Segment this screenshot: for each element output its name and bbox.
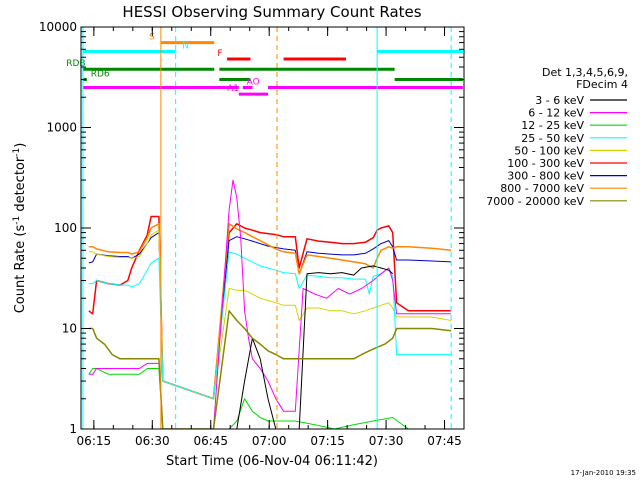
- x-axis: 06:15 06:30 06:45 07:00 07:15 07:30 07:45: [77, 27, 465, 448]
- flag-bars: S N F RDB RD6 AO A1: [66, 33, 463, 96]
- y-axis-label-sup2: -1: [12, 148, 22, 157]
- chart-title: HESSI Observing Summary Count Rates: [122, 3, 421, 21]
- y-axis-label-end: ): [13, 143, 28, 148]
- flag-label-a1: A1: [227, 84, 239, 94]
- x-axis-label: Start Time (06-Nov-04 06:11:42): [166, 454, 378, 469]
- y-tick-label: 10000: [39, 20, 77, 34]
- x-tick-label: 07:00: [252, 434, 287, 448]
- series-line-1: [88, 232, 452, 400]
- x-tick-label: 07:15: [310, 434, 345, 448]
- x-tick-label: 06:30: [135, 434, 170, 448]
- flag-label-n: N: [182, 42, 189, 52]
- series-line-4: [88, 251, 452, 400]
- series-line-6: [88, 179, 452, 429]
- legend-header-0: Det 1,3,4,5,6,9,: [542, 66, 628, 79]
- x-tick-label: 07:30: [369, 434, 404, 448]
- legend-label-0: 3 - 6 keV: [535, 94, 584, 107]
- flag-label-ao: AO: [247, 78, 260, 88]
- legend-label-7: 800 - 7000 keV: [500, 182, 584, 195]
- series-line-7: [236, 265, 394, 429]
- y-axis: 1 10 100 1000 10000: [39, 20, 464, 436]
- x-tick-label: 06:15: [77, 434, 112, 448]
- y-axis-label-main: Count Rate (s: [13, 225, 28, 314]
- legend-label-1: 6 - 12 keV: [528, 107, 584, 120]
- y-tick-label: 1000: [46, 121, 77, 135]
- y-axis-label-sup1: -1: [12, 216, 22, 225]
- series-line-2: [88, 223, 452, 400]
- y-tick-label: 1: [69, 422, 77, 436]
- y-tick-label: 10: [62, 322, 77, 336]
- legend-label-4: 50 - 100 keV: [514, 144, 584, 157]
- series-layer: [88, 179, 452, 429]
- legend-label-5: 100 - 300 keV: [507, 157, 584, 170]
- legend-label-8: 7000 - 20000 keV: [486, 195, 584, 208]
- y-axis-label: Count Rate (s-1 detector-1): [12, 143, 28, 314]
- series-line-5: [88, 368, 452, 429]
- flag-label-s: S: [149, 33, 155, 43]
- x-tick-label: 07:45: [427, 434, 462, 448]
- flag-label-f: F: [217, 49, 222, 59]
- series-line-0: [88, 215, 452, 400]
- flag-label-rd6: RD6: [91, 70, 110, 80]
- series-line-8: [88, 310, 452, 429]
- legend-header-1: FDecim 4: [576, 78, 628, 91]
- legend-label-2: 12 - 25 keV: [521, 119, 584, 132]
- y-tick-label: 100: [54, 221, 77, 235]
- y-axis-label-mid: detector: [13, 156, 28, 216]
- x-tick-label: 06:45: [193, 434, 228, 448]
- flag-label-rdb: RDB: [66, 59, 85, 69]
- legend-label-6: 300 - 800 keV: [507, 170, 584, 183]
- footer-timestamp: 17-Jan-2010 19:35: [571, 469, 636, 477]
- legend-label-3: 25 - 50 keV: [521, 132, 584, 145]
- series-line-3: [88, 229, 452, 400]
